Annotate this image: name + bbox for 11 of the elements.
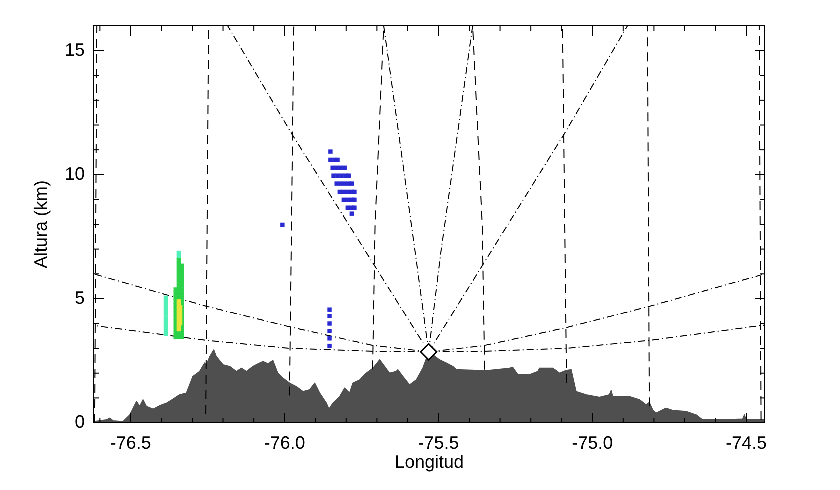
y-tick-label: 5 <box>74 288 85 308</box>
x-tick-label: -75.0 <box>572 432 614 453</box>
y-tick-label: 15 <box>64 40 85 60</box>
x-tick-label: -76.5 <box>110 432 152 453</box>
x-tick-label: -76.0 <box>264 432 306 453</box>
y-axis-title: Altura (km) <box>30 180 51 269</box>
y-tick-label: 0 <box>74 412 85 432</box>
x-tick-label: -75.5 <box>418 432 460 453</box>
x-axis-title: Longitud <box>394 452 464 472</box>
x-tick-label: -74.5 <box>726 432 768 453</box>
y-tick-label: 10 <box>64 164 85 184</box>
